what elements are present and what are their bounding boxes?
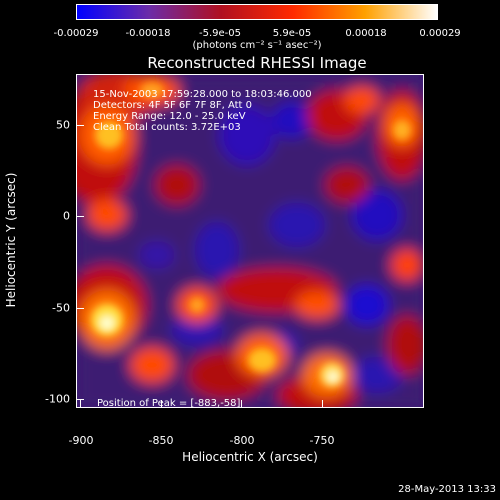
y-tick-mark bbox=[76, 216, 84, 217]
x-axis-label: Heliocentric X (arcsec) bbox=[182, 450, 318, 464]
x-tick-label: -900 bbox=[68, 434, 94, 447]
peak-position-label: Position of Peak = [-883,-58] bbox=[97, 398, 241, 408]
colorbar-tick-label: 5.9e-05 bbox=[272, 28, 312, 39]
y-tick-mark bbox=[76, 125, 84, 126]
y-tick-label: -50 bbox=[52, 301, 70, 315]
y-tick-mark bbox=[76, 399, 84, 400]
y-tick-mark bbox=[76, 308, 84, 309]
colorbar-tick-label: 0.00029 bbox=[419, 28, 461, 39]
x-tick-label: -800 bbox=[229, 434, 255, 447]
rhessi-image: 15-Nov-2003 17:59:28.000 to 18:03:46.000… bbox=[76, 74, 424, 408]
x-tick-label: -750 bbox=[309, 434, 335, 447]
x-tick-label: -850 bbox=[148, 434, 174, 447]
detectors-label: Detectors: 4F 5F 6F 7F 8F, Att 0 bbox=[93, 100, 253, 111]
x-tick-mark bbox=[161, 400, 162, 408]
colorbar bbox=[76, 4, 438, 20]
image-title: Reconstructed RHESSI Image bbox=[147, 54, 367, 72]
x-tick-mark bbox=[80, 400, 81, 408]
x-tick-mark bbox=[241, 400, 242, 408]
colorbar-tick-label: -5.9e-05 bbox=[199, 28, 241, 39]
colorbar-tick-label: -0.00029 bbox=[53, 28, 99, 39]
y-axis-label: Heliocentric Y (arcsec) bbox=[4, 172, 18, 308]
x-tick-mark bbox=[322, 400, 323, 408]
y-tick-label: 0 bbox=[63, 209, 70, 223]
colorbar-tick-label: -0.00018 bbox=[125, 28, 171, 39]
colorbar-tick-label: 0.00018 bbox=[345, 28, 387, 39]
y-tick-label: -100 bbox=[45, 392, 70, 406]
image-canvas bbox=[77, 75, 423, 407]
clean-counts-label: Clean Total counts: 3.72E+03 bbox=[93, 122, 241, 133]
time-range-label: 15-Nov-2003 17:59:28.000 to 18:03:46.000 bbox=[93, 89, 312, 100]
colorbar-units: (photons cm⁻² s⁻¹ asec⁻²) bbox=[192, 40, 322, 51]
energy-range-label: Energy Range: 12.0 - 25.0 keV bbox=[93, 111, 246, 122]
y-tick-label: 50 bbox=[56, 118, 70, 132]
generation-date: 28-May-2013 13:33 bbox=[398, 484, 496, 495]
